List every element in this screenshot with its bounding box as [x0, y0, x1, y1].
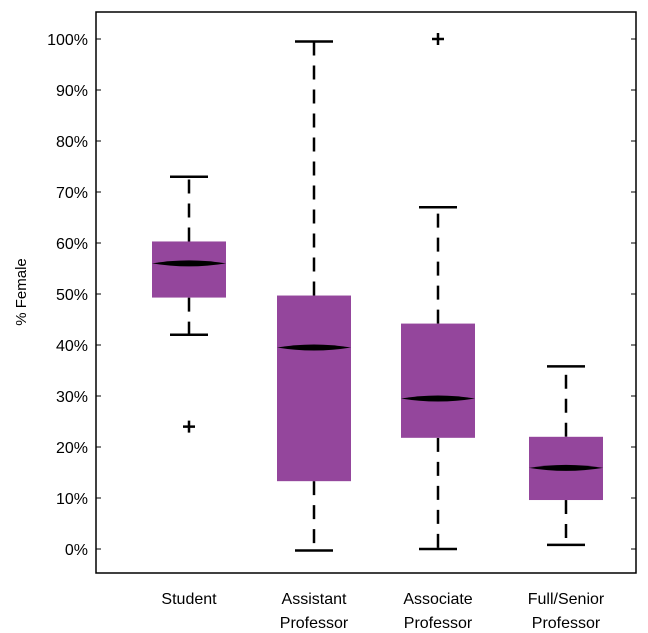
x-axis-labels: Student Assistant Professor Associate Profes…	[161, 591, 604, 632]
x-category-label-line: Assistant	[282, 591, 347, 608]
iqr-box	[152, 241, 226, 298]
x-category-label-line: Professor	[404, 615, 473, 632]
box-group	[152, 175, 226, 433]
x-category-label-line: Professor	[532, 615, 601, 632]
y-axis-title: % Female	[13, 258, 30, 326]
x-category-label: Associate Professor	[403, 591, 473, 632]
y-axis: 0% 10% 20% 30% 40% 50% 60% 70% 80% 90% 100%	[47, 32, 636, 559]
median-marker	[529, 464, 603, 471]
box-group	[277, 40, 351, 552]
outlier-point	[432, 33, 444, 45]
y-tick-label: 40%	[56, 338, 88, 355]
x-category-label-line: Student	[161, 591, 217, 608]
plot-frame	[95, 11, 637, 574]
outlier-point	[183, 420, 195, 433]
x-category-label-line: Full/Senior	[528, 591, 605, 608]
median-marker	[277, 344, 351, 351]
x-category-label: Full/Senior Professor	[528, 591, 605, 632]
y-tick-label: 70%	[56, 185, 88, 202]
y-tick-label: 50%	[56, 287, 88, 304]
y-tick-label: 80%	[56, 134, 88, 151]
box-group	[529, 365, 603, 547]
x-category-label-line: Associate	[403, 591, 472, 608]
y-tick-label: 60%	[56, 236, 88, 253]
y-tick-label: 30%	[56, 389, 88, 406]
median-marker	[401, 395, 475, 402]
y-tick-label: 20%	[56, 440, 88, 457]
iqr-box	[401, 323, 475, 438]
box-group	[401, 33, 475, 551]
y-tick-label: 100%	[47, 32, 88, 49]
x-category-label-line: Professor	[280, 615, 349, 632]
boxes-layer	[152, 33, 603, 552]
x-category-label: Assistant Professor	[280, 591, 349, 632]
median-marker	[152, 260, 226, 267]
y-tick-label: 0%	[65, 542, 88, 559]
iqr-box	[277, 295, 351, 482]
y-tick-label: 10%	[56, 491, 88, 508]
y-tick-label: 90%	[56, 83, 88, 100]
x-category-label: Student	[161, 591, 217, 608]
